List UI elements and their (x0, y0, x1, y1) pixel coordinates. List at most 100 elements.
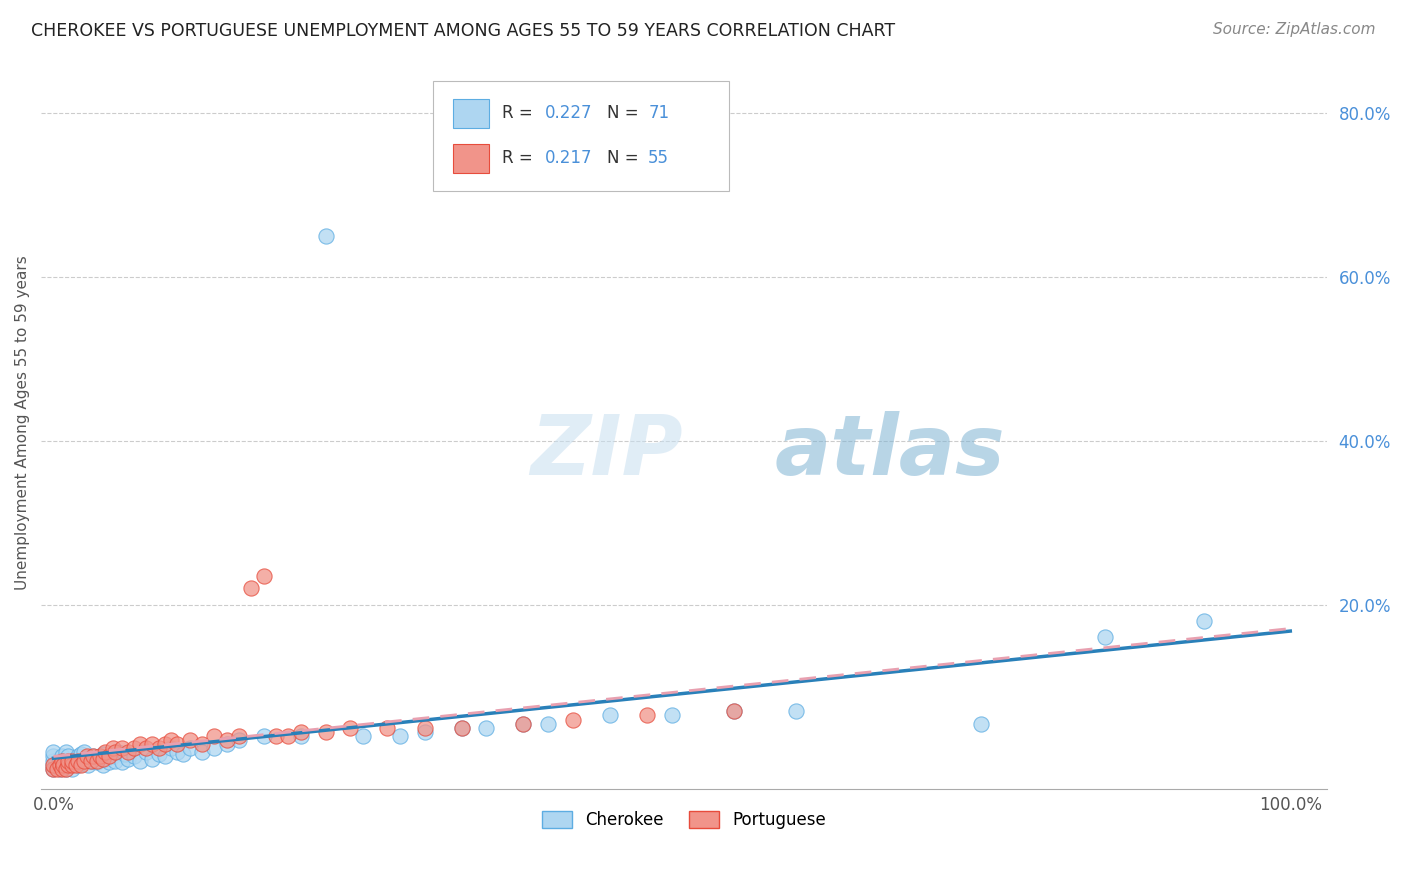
Point (60, 762, 83, 776)
Point (55, 762, 77, 776)
FancyBboxPatch shape (453, 99, 489, 128)
Point (89, 749, 111, 764)
Point (202, 741, 225, 756)
Point (723, 704, 745, 718)
Point (179, 733, 201, 747)
Point (1192, 614, 1215, 628)
Point (413, 724, 436, 739)
Point (104, 745, 127, 759)
Point (377, 721, 399, 735)
Point (65, 757, 87, 772)
Point (148, 747, 170, 761)
Point (48, 762, 70, 776)
Point (253, 569, 276, 583)
Point (86, 755, 108, 769)
Point (55, 754, 77, 768)
Point (661, 708, 683, 723)
Point (228, 729, 250, 743)
Point (215, 733, 238, 747)
Point (129, 754, 152, 768)
Point (63, 755, 86, 769)
Point (67, 749, 90, 764)
Point (723, 704, 745, 718)
Point (122, 749, 145, 764)
Point (79, 754, 101, 768)
Y-axis label: Unemployment Among Ages 55 to 59 years: Unemployment Among Ages 55 to 59 years (15, 255, 30, 590)
Point (46, 762, 69, 776)
Point (339, 721, 361, 735)
Point (94, 752, 117, 766)
Point (42, 757, 65, 772)
Point (42, 762, 65, 776)
Point (110, 755, 132, 769)
Point (42, 745, 65, 759)
Text: Source: ZipAtlas.com: Source: ZipAtlas.com (1212, 22, 1375, 37)
Point (512, 716, 534, 731)
Point (107, 745, 129, 759)
Point (73, 754, 96, 768)
Point (69, 755, 91, 769)
Text: R =: R = (502, 150, 537, 168)
Point (51, 762, 73, 776)
Point (94, 745, 117, 759)
Point (60, 754, 83, 768)
Point (52, 755, 75, 769)
Point (290, 729, 312, 743)
Point (65, 752, 87, 766)
Point (228, 733, 250, 747)
Point (970, 716, 993, 731)
Point (148, 741, 170, 756)
FancyBboxPatch shape (453, 145, 489, 173)
Point (129, 737, 152, 751)
Text: 0.217: 0.217 (546, 150, 593, 168)
Point (160, 741, 183, 756)
Point (315, 228, 337, 243)
Point (67, 754, 90, 768)
Point (82, 749, 104, 764)
Point (42, 754, 65, 768)
Point (166, 745, 188, 759)
Point (101, 749, 124, 764)
Point (60, 754, 83, 768)
Text: ZIP: ZIP (530, 411, 682, 492)
Point (141, 752, 163, 766)
Point (160, 733, 183, 747)
Text: atlas: atlas (775, 411, 1005, 492)
Point (98, 749, 121, 764)
Point (42, 757, 65, 772)
Point (179, 741, 201, 756)
Point (73, 745, 96, 759)
Point (413, 721, 436, 735)
Point (91, 757, 114, 772)
Point (191, 745, 214, 759)
Text: N =: N = (607, 150, 644, 168)
Point (352, 729, 374, 743)
Point (51, 749, 73, 764)
Point (240, 581, 263, 595)
Point (202, 729, 225, 743)
Point (73, 754, 96, 768)
Point (141, 737, 163, 751)
Point (512, 716, 534, 731)
Point (55, 745, 77, 759)
Point (48, 757, 70, 772)
Text: 71: 71 (648, 104, 669, 122)
Point (253, 729, 276, 743)
Point (82, 749, 104, 764)
Point (91, 752, 114, 766)
Point (76, 749, 98, 764)
Point (58, 749, 80, 764)
Point (450, 721, 472, 735)
Point (166, 737, 188, 751)
Text: 0.227: 0.227 (546, 104, 593, 122)
Point (277, 729, 299, 743)
Text: 55: 55 (648, 150, 669, 168)
Point (77, 757, 100, 772)
Point (42, 749, 65, 764)
Point (191, 737, 214, 751)
Point (215, 737, 238, 751)
Text: R =: R = (502, 104, 537, 122)
Point (561, 713, 583, 727)
Point (172, 747, 194, 761)
Point (153, 737, 176, 751)
